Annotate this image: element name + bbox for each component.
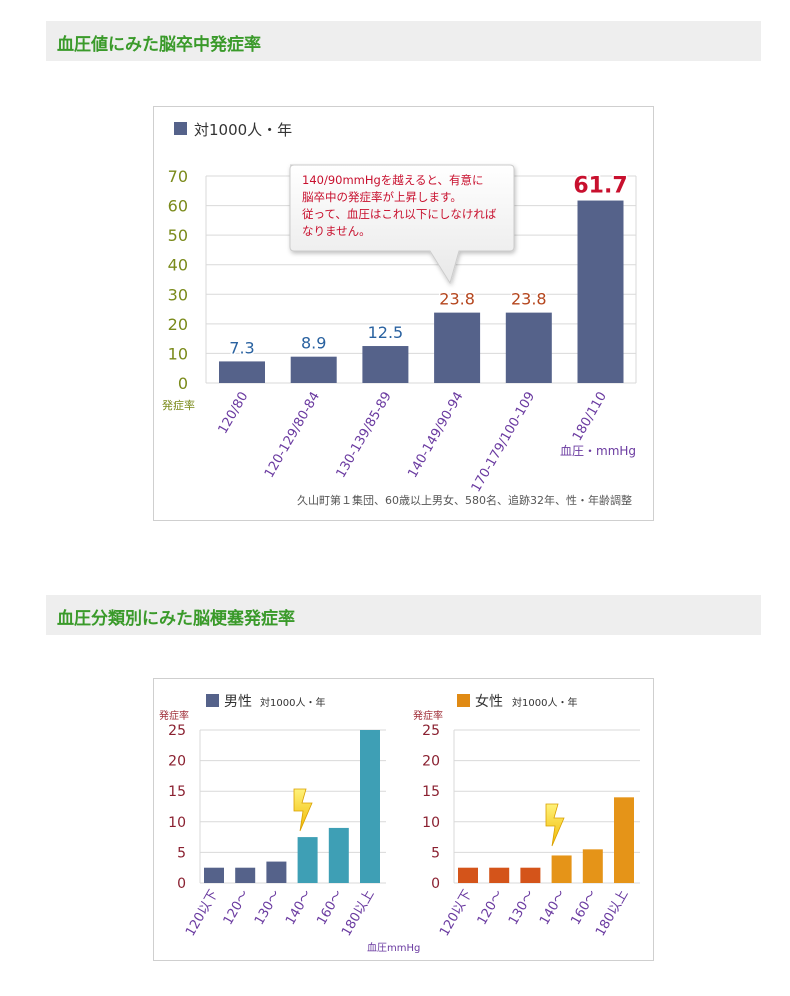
section-title: 血圧分類別にみた脳梗塞発症率: [57, 609, 295, 629]
female-y-axis-label: 発症率: [413, 709, 443, 722]
value-label: 23.8: [511, 290, 547, 309]
y-tick-label: 0: [177, 876, 186, 892]
y-tick-label: 15: [422, 784, 440, 800]
x-tick-label: 140-149/90-94: [405, 390, 466, 481]
y-tick-label: 10: [422, 815, 440, 831]
value-label: 23.8: [439, 290, 475, 309]
x-tick-label: 160〜: [568, 888, 600, 928]
callout-line-2: 脳卒中の発症率が上昇します。: [302, 190, 462, 204]
female-legend-unit: 対1000人・年: [512, 696, 577, 709]
bar: [582, 849, 603, 883]
y-tick-label: 0: [178, 374, 188, 393]
infarction-chart-panel: 男性 対1000人・年 発症率 0 5 10 15 20 25 120以下 120〜 130〜 1…: [153, 678, 654, 961]
bar: [551, 855, 572, 883]
bar: [520, 867, 541, 883]
x-tick-label: 120以下: [183, 888, 221, 940]
bar: [362, 346, 409, 383]
callout-line-4: なりません。: [302, 224, 371, 238]
y-tick-label: 15: [168, 784, 186, 800]
y-tick-label: 5: [431, 845, 440, 861]
female-legend-swatch: [457, 694, 470, 707]
x-tick-label: 160〜: [314, 888, 346, 928]
section-title: 血圧値にみた脳卒中発症率: [57, 35, 261, 55]
y-tick-label: 20: [168, 315, 188, 334]
bar: [290, 356, 337, 383]
bar: [219, 361, 265, 383]
female-legend-label: 女性: [475, 693, 503, 710]
x-tick-label: 120〜: [475, 888, 507, 928]
female-lightning-icon: [545, 803, 565, 847]
y-tick-label: 20: [168, 754, 186, 770]
callout-line-3: 従って、血圧はこれ以下にしなければ: [302, 207, 497, 221]
bar: [577, 200, 624, 383]
x-tick-label: 180/110: [570, 390, 610, 444]
y-tick-label: 0: [431, 876, 440, 892]
bar: [489, 867, 510, 883]
legend-swatch: [174, 122, 187, 135]
x-tick-label: 170-179/100-109: [469, 390, 538, 495]
x-tick-label: 130〜: [506, 888, 538, 928]
bar: [266, 861, 287, 883]
value-label: 8.9: [301, 334, 326, 353]
y-axis-label: 発症率: [162, 398, 195, 412]
stroke-bar-chart: 対1000人・年 0 10 20 30 40 50 60 70 7.3 8.9 12.5 23.8 2…: [162, 121, 637, 507]
section-header-stroke: 血圧値にみた脳卒中発症率: [46, 21, 761, 61]
y-tick-label: 25: [422, 723, 440, 739]
x-tick-label: 130〜: [252, 888, 284, 928]
y-tick-label: 10: [168, 815, 186, 831]
bar: [434, 312, 481, 383]
x-tick-label: 120〜: [221, 888, 253, 928]
male-legend-swatch: [206, 694, 219, 707]
y-tick-label: 60: [168, 197, 188, 216]
y-tick-label: 30: [168, 285, 188, 304]
male-y-axis-label: 発症率: [159, 709, 189, 722]
legend-label: 対1000人・年: [194, 121, 292, 139]
value-label: 12.5: [368, 323, 404, 342]
bar: [297, 837, 318, 883]
bar: [204, 867, 224, 883]
x-tick-label: 120/80: [216, 390, 252, 437]
source-note: 久山町第１集団、60歳以上男女、580名、追跡32年、性・年齢調整: [297, 493, 632, 507]
callout-bubble: 140/90mmHgを越えると、有意に 脳卒中の発症率が上昇します。 従って、血…: [289, 164, 515, 285]
x-tick-label: 140〜: [537, 888, 569, 928]
x-tick-label: 120-129/80-84: [262, 390, 323, 481]
x-tick-label: 140〜: [283, 888, 315, 928]
bar: [328, 827, 349, 883]
y-tick-label: 40: [168, 256, 188, 275]
bar: [505, 312, 552, 383]
y-tick-label: 70: [168, 167, 188, 186]
male-legend-label: 男性: [224, 694, 252, 710]
y-tick-label: 20: [422, 754, 440, 770]
value-label: 61.7: [573, 174, 627, 199]
y-tick-label: 5: [177, 845, 186, 861]
callout-line-1: 140/90mmHgを越えると、有意に: [302, 173, 484, 187]
y-tick-label: 25: [168, 723, 186, 739]
value-label: 7.3: [229, 338, 254, 357]
x-tick-label: 130-139/85-89: [334, 390, 395, 481]
bar: [458, 867, 478, 883]
x-axis-label: 血圧・mmHg: [560, 444, 636, 458]
male-lightning-icon: [293, 788, 313, 832]
y-tick-label: 50: [168, 226, 188, 245]
bar: [235, 867, 256, 883]
y-tick-label: 10: [168, 344, 188, 363]
bar: [614, 797, 634, 883]
bar: [360, 730, 380, 883]
stroke-chart-panel: 対1000人・年 0 10 20 30 40 50 60 70 7.3 8.9 12.5 23.8 2…: [153, 106, 654, 521]
male-legend-unit: 対1000人・年: [260, 696, 325, 709]
x-tick-label: 120以下: [437, 888, 475, 940]
male-x-axis-label: 血圧mmHg: [367, 941, 420, 954]
section-header-infarction: 血圧分類別にみた脳梗塞発症率: [46, 595, 761, 635]
